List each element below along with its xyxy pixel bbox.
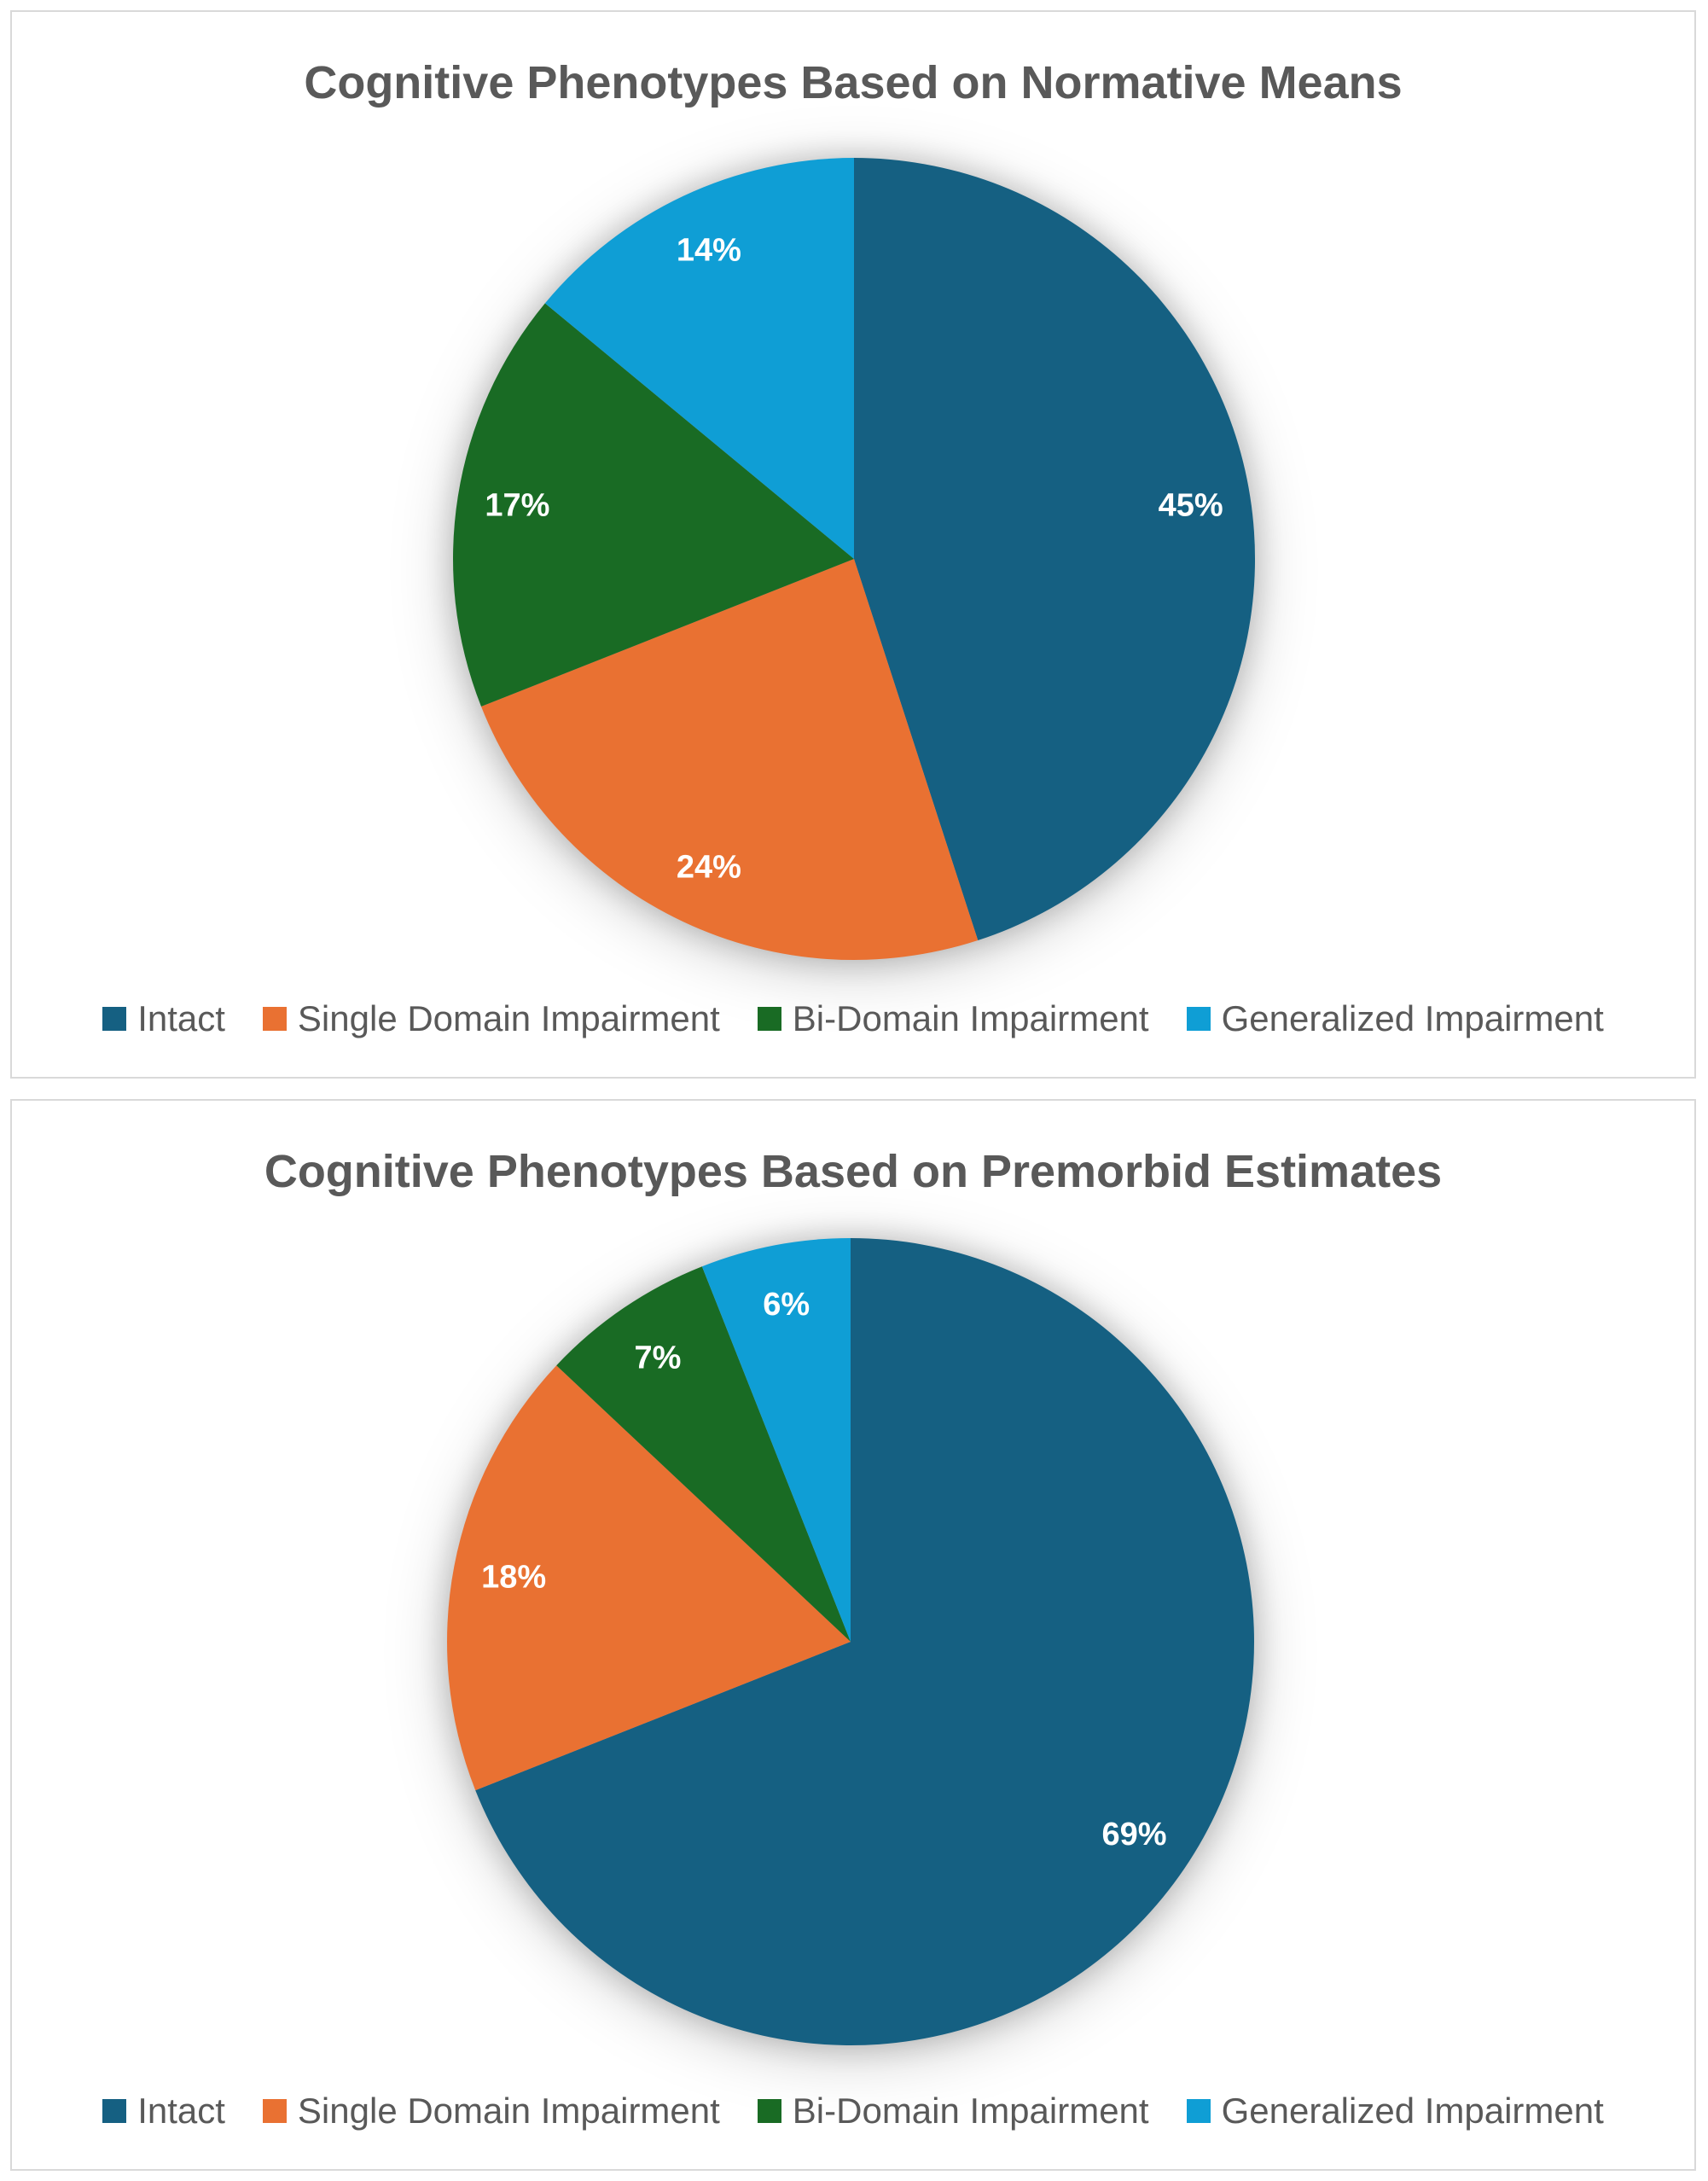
- legend-item-generalized-impairment: Generalized Impairment: [1186, 998, 1604, 1039]
- legend-swatch-generalized-impairment: [1186, 2099, 1211, 2123]
- legend-swatch-generalized-impairment: [1186, 1007, 1211, 1031]
- data-label-single-domain-impairment: 18%: [481, 1560, 546, 1596]
- pie-slice-intact: [854, 158, 1256, 940]
- legend-label: Generalized Impairment: [1221, 998, 1604, 1038]
- data-label-intact: 45%: [1159, 488, 1223, 524]
- chart-panel-premorbid-estimates: 69% 18% 7% 6% Cognitive Phenotypes Based on…: [10, 1099, 1696, 2171]
- legend-swatch-bi-domain-impairment: [757, 2099, 781, 2123]
- legend-item-intact: Intact: [102, 2091, 225, 2132]
- data-label-intact: 69%: [1101, 1817, 1166, 1852]
- legend-label: Bi-Domain Impairment: [792, 2091, 1149, 2131]
- pie-slice-single-domain-impairment: [481, 559, 979, 961]
- pie-chart-normative-means: 45% 24% 17% 14%: [12, 12, 1694, 1077]
- pie-slice-bi-domain-impairment: [556, 1266, 851, 1642]
- data-label-generalized-impairment: 6%: [763, 1287, 810, 1323]
- legend-item-generalized-impairment: Generalized Impairment: [1186, 2091, 1604, 2132]
- legend-swatch-intact: [102, 1007, 127, 1031]
- legend-swatch-single-domain-impairment: [262, 1007, 287, 1031]
- legend-item-single-domain-impairment: Single Domain Impairment: [262, 2091, 720, 2132]
- legend-item-bi-domain-impairment: Bi-Domain Impairment: [757, 2091, 1149, 2132]
- data-label-bi-domain-impairment: 7%: [635, 1341, 682, 1376]
- legend-item-bi-domain-impairment: Bi-Domain Impairment: [757, 998, 1149, 1039]
- legend-swatch-intact: [102, 2099, 127, 2123]
- legend-label: Intact: [137, 998, 225, 1038]
- legend-item-single-domain-impairment: Single Domain Impairment: [262, 998, 720, 1039]
- legend-swatch-bi-domain-impairment: [757, 1007, 781, 1031]
- pie-chart-premorbid-estimates: 69% 18% 7% 6%: [12, 1101, 1694, 2169]
- data-label-generalized-impairment: 14%: [677, 233, 741, 269]
- legend-label: Single Domain Impairment: [297, 2091, 720, 2131]
- pie-slice-bi-domain-impairment: [453, 303, 854, 707]
- pie-slice-intact: [475, 1238, 1255, 2045]
- chart-legend-premorbid-estimates: Intact Single Domain Impairment Bi-Domain …: [12, 2091, 1694, 2132]
- data-label-single-domain-impairment: 24%: [677, 850, 741, 886]
- pie-svg: 45% 24% 17% 14%: [453, 158, 1256, 961]
- legend-item-intact: Intact: [102, 998, 225, 1039]
- pie-slice-generalized-impairment: [701, 1238, 851, 1642]
- chart-legend-normative-means: Intact Single Domain Impairment Bi-Domain …: [12, 998, 1694, 1039]
- legend-swatch-single-domain-impairment: [262, 2099, 287, 2123]
- data-label-bi-domain-impairment: 17%: [485, 488, 549, 524]
- legend-label: Generalized Impairment: [1221, 2091, 1604, 2131]
- pie-slice-generalized-impairment: [544, 158, 854, 559]
- pie-slice-single-domain-impairment: [447, 1365, 851, 1791]
- legend-label: Intact: [137, 2091, 225, 2131]
- chart-title-premorbid-estimates: Cognitive Phenotypes Based on Premorbid …: [264, 1146, 1443, 1197]
- chart-panel-normative-means: 45% 24% 17% 14% Cognitive Phenotypes Based …: [10, 10, 1696, 1079]
- chart-title-normative-means: Cognitive Phenotypes Based on Normative …: [304, 57, 1403, 108]
- legend-label: Single Domain Impairment: [297, 998, 720, 1038]
- legend-label: Bi-Domain Impairment: [792, 998, 1149, 1038]
- pie-svg: 69% 18% 7% 6%: [447, 1238, 1255, 2045]
